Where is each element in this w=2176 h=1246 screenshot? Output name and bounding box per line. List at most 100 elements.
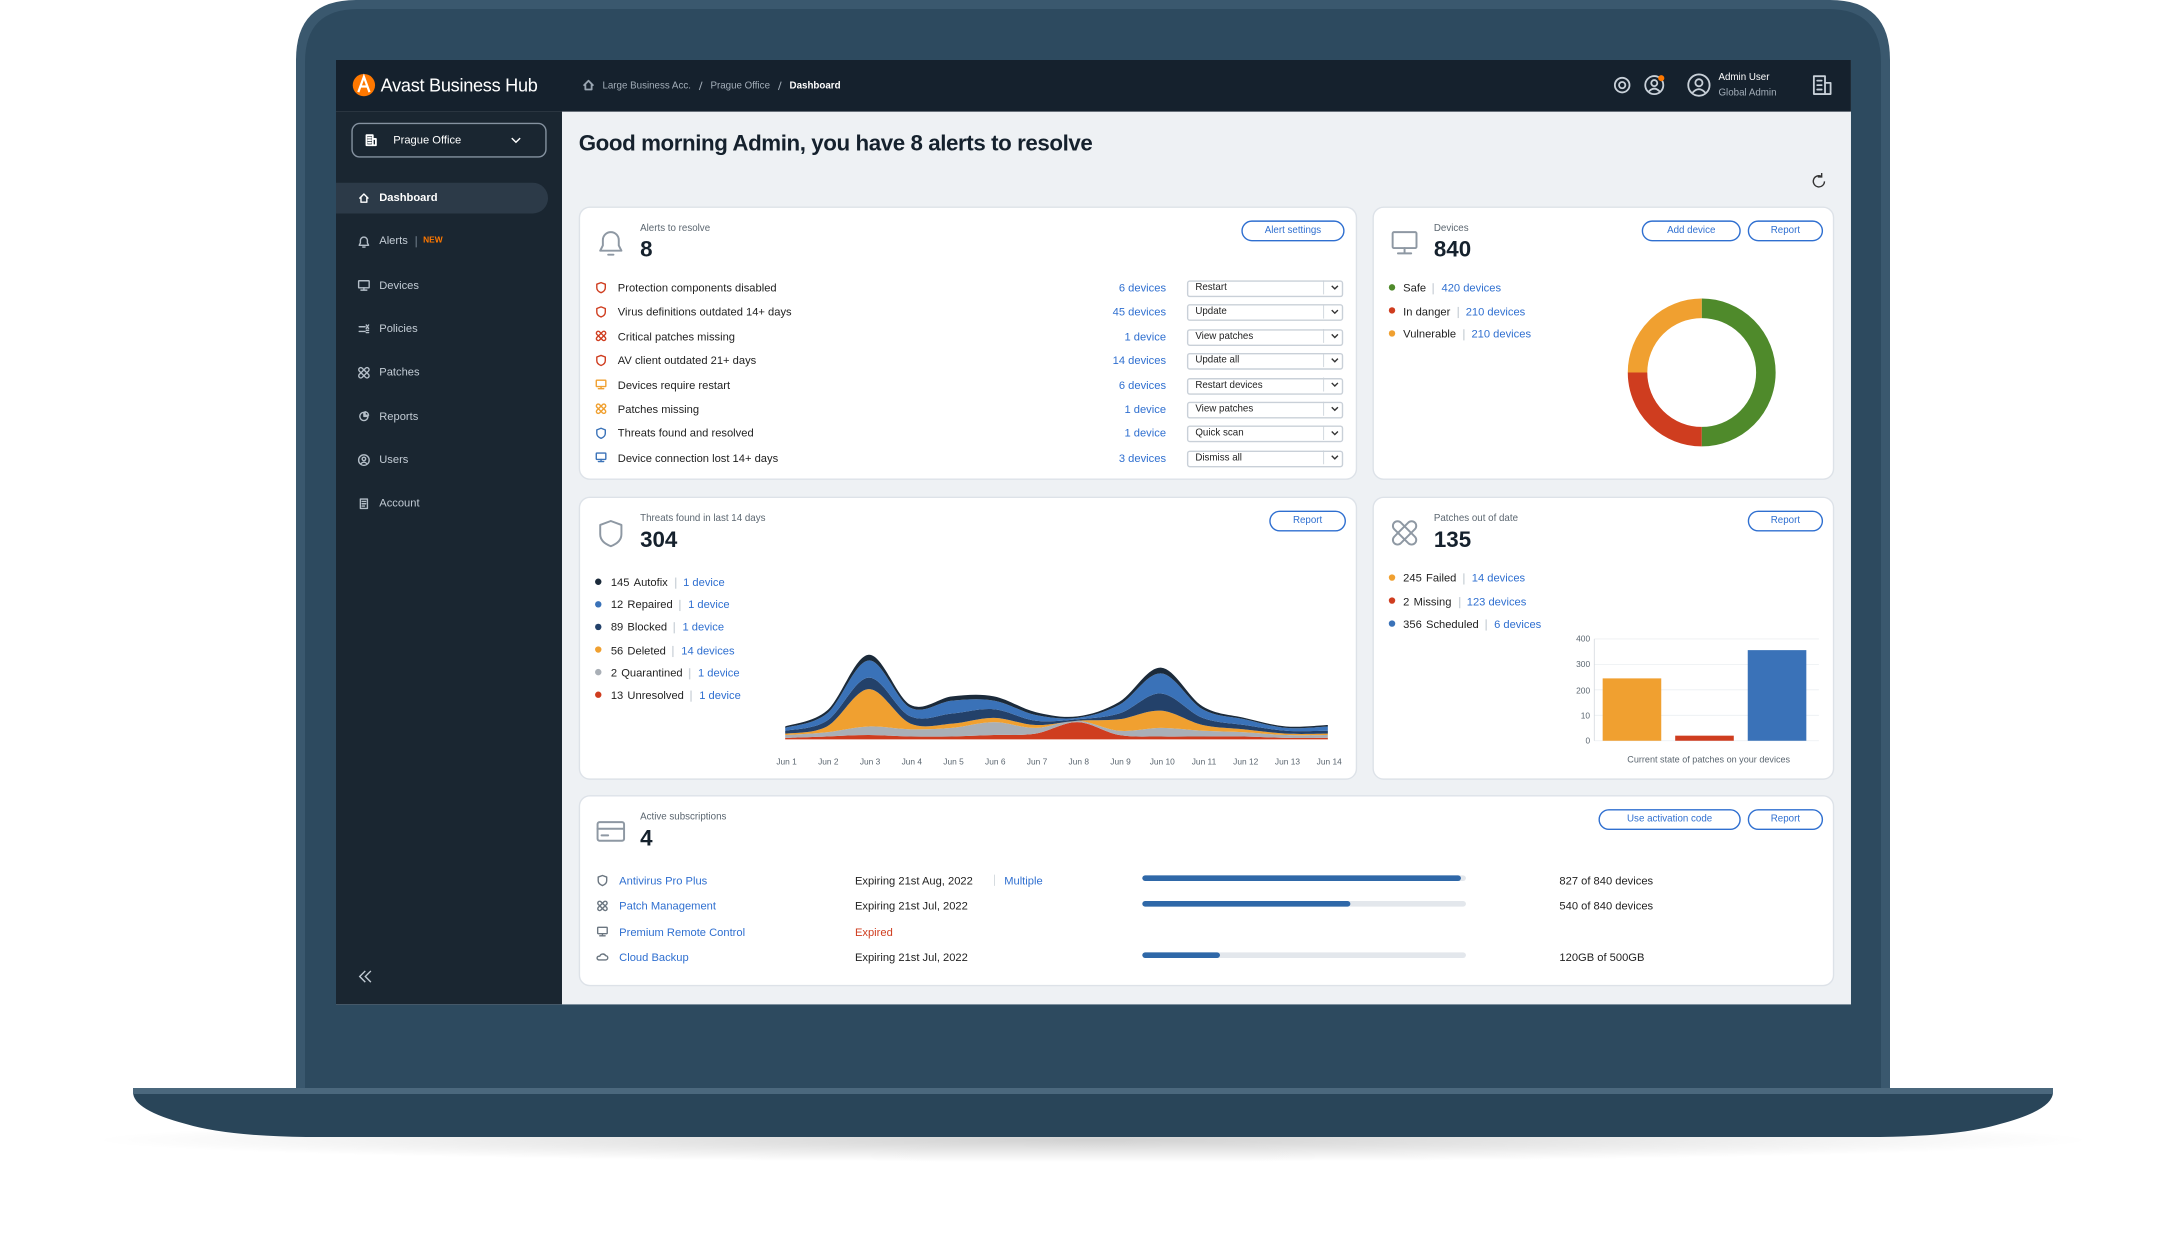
legend-dot [1388,284,1396,291]
usage-bar [1142,875,1461,881]
breadcrumb-item[interactable]: Prague Office [710,81,771,92]
subscription-name[interactable]: Premium Remote Control [619,926,746,939]
alert-text: Device connection lost 14+ days [617,451,779,465]
icon-shape [1816,79,1832,95]
legend-dot [595,691,602,698]
user-name: Admin User [1718,73,1770,84]
legend-link[interactable]: 6 devices [1494,618,1542,631]
alert-devices-link[interactable]: 45 devices [1112,306,1167,319]
action-select[interactable]: Quick scan [1186,426,1344,443]
action-select[interactable]: Restart devices [1186,377,1344,395]
menu-item[interactable]: Dashboard [379,191,438,204]
x-tick-label: Jun 7 [1026,758,1048,768]
menu-item[interactable]: Patches [379,365,420,379]
legend-count: 145 [610,576,630,589]
icon-shape [1692,88,1706,94]
icon [597,900,608,912]
bar [1602,678,1662,741]
action-select[interactable]: Dismiss all [1186,450,1344,468]
legend-name: Vulnerable [1403,329,1465,341]
icon [596,354,606,367]
icon [365,134,377,147]
subscription-name[interactable]: Antivirus Pro Plus [619,874,708,888]
legend-link[interactable]: 14 devices [681,643,735,657]
menu-item[interactable]: Policies [379,322,418,335]
legend-item: 56 Deleted 14 devices [611,643,735,657]
menu-item[interactable]: Devices [379,278,419,292]
subscription-name[interactable]: Patch Management [619,900,716,913]
icon [599,231,623,256]
alert-devices-link[interactable]: 1 device [1124,427,1167,440]
alert-devices-link[interactable]: 3 devices [1118,451,1167,465]
x-tick-label: Jun 3 [859,758,881,768]
legend-name: Failed [1426,573,1465,585]
breadcrumb-item[interactable]: Large Business Acc. [602,81,691,92]
icon [1391,520,1418,546]
subscription-name[interactable]: Cloud Backup [619,951,689,965]
action-select[interactable]: Update [1186,304,1344,322]
icon-shape [359,498,369,510]
alert-devices-link[interactable]: 1 device [1124,403,1167,416]
legend-dot [595,646,602,653]
chart-caption: Current state of patches on your devices [1627,755,1791,766]
button[interactable]: Report [1747,809,1824,831]
icon-shape [599,520,623,548]
legend-link[interactable]: 123 devices [1466,594,1527,608]
alert-devices-link[interactable]: 6 devices [1118,378,1167,392]
legend-link[interactable]: 210 devices [1471,327,1532,341]
legend-count: 356 [1403,618,1422,631]
legend-item: 2 Quarantined 1 device [610,666,740,680]
action-select[interactable]: View patches [1186,401,1344,419]
icon-shape [595,379,607,388]
icon-shape [358,366,370,379]
legend-item: 89 Blocked 1 device [611,621,725,634]
icon-shape [599,231,623,256]
alert-devices-link[interactable]: 14 devices [1112,354,1167,368]
legend-link[interactable]: 1 device [682,621,725,634]
alert-devices-link[interactable]: 6 devices [1118,281,1167,295]
legend-name: Autofix [634,577,677,589]
icon [596,821,626,842]
icon-shape [597,900,608,912]
button[interactable]: Add device [1641,220,1741,242]
sidebar: Prague Office Dashboard Alerts NEW Devices Po… [336,111,562,1005]
icon-shape [597,458,605,463]
button[interactable]: Report [1747,220,1824,242]
button[interactable]: Alert settings [1241,220,1345,242]
action-select[interactable]: Restart [1186,280,1344,298]
legend-link[interactable]: 1 device [697,666,740,680]
legend-name: Missing [1414,596,1460,608]
top-bar: Avast Business Hub Large Business Acc. Pra… [336,60,1851,112]
icon-shape [595,330,607,342]
subscription-extra[interactable]: Multiple [1004,874,1043,888]
icon [583,79,594,91]
legend-link[interactable]: 14 devices [1471,571,1526,585]
action-select[interactable]: View patches [1186,328,1344,346]
legend-link[interactable]: 1 device [683,576,725,589]
logo-text: Avast Business Hub [380,74,538,96]
icon-shape [1391,520,1418,546]
legend-link[interactable]: 1 device [688,598,730,612]
action-select[interactable]: Update all [1186,353,1344,370]
legend-item: Vulnerable 210 devices [1403,327,1532,341]
legend-item: 13 Unresolved 1 device [611,689,741,702]
office-selector[interactable] [351,122,547,158]
icon-shape [367,136,377,147]
card-title: Alerts to resolve [640,223,711,234]
button[interactable]: Use activation code [1598,809,1741,831]
legend-link[interactable]: 1 device [699,689,741,702]
button[interactable]: Report [1269,510,1346,532]
icon-shape [1613,76,1631,94]
button[interactable]: Report [1747,510,1824,532]
alert-devices-link[interactable]: 1 device [1124,330,1167,343]
icon [1812,75,1832,95]
legend-count: 2 [610,666,618,680]
menu-item[interactable]: Account [379,496,420,510]
icon-shape [359,411,370,422]
menu-item[interactable]: Reports [379,409,419,423]
menu-item[interactable]: Alerts [379,234,408,248]
legend-link[interactable]: 210 devices [1465,304,1526,318]
menu-item[interactable]: Users [379,453,409,466]
legend-link[interactable]: 420 devices [1441,281,1502,295]
x-tick-label: Jun 9 [1110,758,1131,768]
